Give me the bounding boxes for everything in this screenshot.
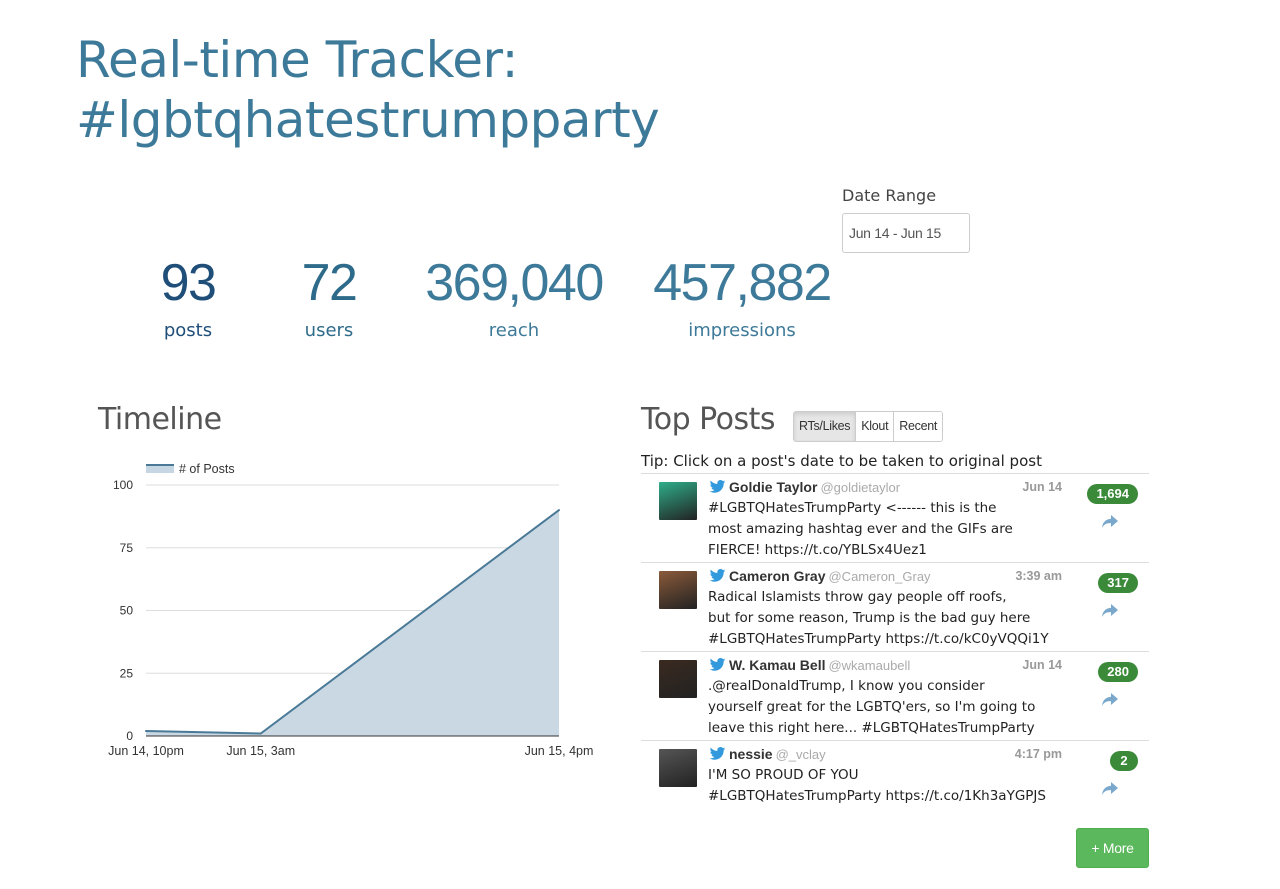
x-tick-label: Jun 15, 3am xyxy=(226,744,295,758)
data-point xyxy=(259,732,262,735)
post-text-line: Radical Islamists throw gay people off r… xyxy=(708,589,1007,605)
timeline-chart-svg: 0 25 50 75 100 Jun 14, 10pm Jun 15, 3am Jun 15,… xyxy=(108,462,594,758)
post-author[interactable]: W. Kamau Bell xyxy=(729,657,826,673)
legend-label: # of Posts xyxy=(179,462,235,476)
post-item[interactable]: Cameron Gray @Cameron_Gray 3:39 am Radical … xyxy=(641,563,1149,652)
post-date[interactable]: Jun 14 xyxy=(1022,480,1062,494)
page-title-line2: #lgbtqhatestrumpparty xyxy=(76,91,660,149)
post-item[interactable]: W. Kamau Bell @wkamaubell Jun 14 .@realDona… xyxy=(641,652,1149,741)
post-text-line: #LGBTQHatesTrumpParty <------ this is th… xyxy=(708,500,997,516)
stat-users-value: 72 xyxy=(301,254,358,312)
twitter-bird-icon xyxy=(709,480,726,493)
avatar[interactable] xyxy=(659,749,697,787)
post-handle[interactable]: @Cameron_Gray xyxy=(828,569,931,584)
stat-reach-label: reach xyxy=(488,320,540,341)
post-text-line: #LGBTQHatesTrumpParty https://t.co/kC0yV… xyxy=(708,631,1049,647)
post-text-line: .@realDonaldTrump, I know you consider xyxy=(708,678,985,694)
avatar[interactable] xyxy=(659,571,697,609)
timeline-chart: 0 25 50 75 100 Jun 14, 10pm Jun 15, 3am Jun 15,… xyxy=(98,455,618,765)
twitter-bird-icon xyxy=(709,747,726,760)
page-title-line1: Real-time Tracker: xyxy=(76,31,519,89)
share-arrow-icon[interactable] xyxy=(1101,514,1119,530)
post-text-line: #LGBTQHatesTrumpParty https://t.co/1Kh3a… xyxy=(708,788,1046,804)
stat-posts-value: 93 xyxy=(160,254,217,312)
post-text-line: I'M SO PROUD OF YOU xyxy=(708,767,859,783)
top-posts-title: Top Posts xyxy=(641,402,776,437)
post-date[interactable]: 4:17 pm xyxy=(1014,747,1062,761)
series-area xyxy=(146,510,559,736)
post-text: Radical Islamists throw gay people off r… xyxy=(708,587,1068,650)
stat-reach-value: 369,040 xyxy=(425,254,604,312)
post-item[interactable]: Goldie Taylor @goldietaylor Jun 14 #LGBTQHa… xyxy=(641,474,1149,563)
stat-posts-label: posts xyxy=(163,320,213,341)
stat-impressions-label: impressions xyxy=(688,320,796,341)
engagement-count-badge: 2 xyxy=(1110,751,1138,771)
twitter-bird-icon xyxy=(709,569,726,582)
date-range-label: Date Range xyxy=(842,186,937,205)
share-arrow-icon[interactable] xyxy=(1101,781,1119,797)
y-tick-label: 25 xyxy=(120,666,134,680)
post-date[interactable]: 3:39 am xyxy=(1015,569,1062,583)
tab-recent[interactable]: Recent xyxy=(894,412,943,441)
y-tick-label: 50 xyxy=(120,604,134,618)
tip-text: Tip: Click on a post's date to be taken … xyxy=(641,452,1042,470)
post-author[interactable]: Cameron Gray xyxy=(729,568,826,584)
post-text-line: but for some reason, Trump is the bad gu… xyxy=(708,610,1031,626)
post-text: #LGBTQHatesTrumpParty <------ this is th… xyxy=(708,498,1068,561)
timeline-title: Timeline xyxy=(98,402,222,437)
sort-tabs: RTs/Likes Klout Recent xyxy=(793,411,944,442)
post-handle[interactable]: @wkamaubell xyxy=(828,658,911,673)
post-header: Cameron Gray @Cameron_Gray 3:39 am xyxy=(709,568,1062,585)
stat-reach: 369,040 reach xyxy=(420,252,608,341)
post-text: .@realDonaldTrump, I know you consider yo… xyxy=(708,676,1068,739)
posts-list[interactable]: Goldie Taylor @goldietaylor Jun 14 #LGBTQHa… xyxy=(641,473,1149,821)
stat-posts: 93 posts xyxy=(140,252,236,341)
post-item[interactable]: nessie @_vclay 4:17 pm I'M SO PROUD OF YOU #… xyxy=(641,741,1149,821)
post-handle[interactable]: @_vclay xyxy=(775,747,826,762)
stat-impressions-value: 457,882 xyxy=(653,254,832,312)
avatar[interactable] xyxy=(659,482,697,520)
post-text: I'M SO PROUD OF YOU #LGBTQHatesTrumpParty… xyxy=(708,765,1068,807)
engagement-count-badge: 1,694 xyxy=(1087,484,1138,504)
post-header: Goldie Taylor @goldietaylor Jun 14 xyxy=(709,479,1062,496)
x-tick-label: Jun 15, 4pm xyxy=(525,744,594,758)
x-tick-label: Jun 14, 10pm xyxy=(108,744,184,758)
y-tick-label: 0 xyxy=(126,729,133,743)
twitter-bird-icon xyxy=(709,658,726,671)
engagement-count-badge: 317 xyxy=(1098,573,1138,593)
data-point xyxy=(558,509,560,512)
legend-swatch xyxy=(146,464,174,473)
stats-bar: 93 posts 72 users 369,040 reach 457,882 … xyxy=(0,252,900,352)
post-text-line: yourself great for the LGBTQ'ers, so I'm… xyxy=(708,699,1036,715)
post-handle[interactable]: @goldietaylor xyxy=(820,480,901,495)
share-arrow-icon[interactable] xyxy=(1101,692,1119,708)
date-range: Date Range xyxy=(842,186,970,253)
date-range-input[interactable] xyxy=(842,213,970,253)
tab-rts-likes[interactable]: RTs/Likes xyxy=(794,412,857,441)
stat-users: 72 users xyxy=(286,252,372,341)
post-header: nessie @_vclay 4:17 pm xyxy=(709,746,1062,763)
share-arrow-icon[interactable] xyxy=(1101,603,1119,619)
engagement-count-badge: 280 xyxy=(1098,662,1138,682)
post-author[interactable]: nessie xyxy=(729,746,773,762)
post-author[interactable]: Goldie Taylor xyxy=(729,479,818,495)
stat-impressions: 457,882 impressions xyxy=(652,252,832,341)
page-title: Real-time Tracker: #lgbtqhatestrumpparty xyxy=(76,30,776,150)
avatar[interactable] xyxy=(659,660,697,698)
post-date[interactable]: Jun 14 xyxy=(1022,658,1062,672)
post-text-line: most amazing hashtag ever and the GIFs a… xyxy=(708,521,1013,537)
post-text-line: leave this right here... #LGBTQHatesTrum… xyxy=(708,720,1035,736)
post-header: W. Kamau Bell @wkamaubell Jun 14 xyxy=(709,657,1062,674)
post-text-line: FIERCE! https://t.co/YBLSx4Uez1 xyxy=(708,542,927,558)
stat-users-label: users xyxy=(304,320,354,341)
data-point xyxy=(145,729,147,732)
y-tick-label: 100 xyxy=(113,478,133,492)
more-button[interactable]: + More xyxy=(1076,828,1149,868)
tab-klout[interactable]: Klout xyxy=(856,412,895,441)
y-tick-label: 75 xyxy=(120,541,134,555)
